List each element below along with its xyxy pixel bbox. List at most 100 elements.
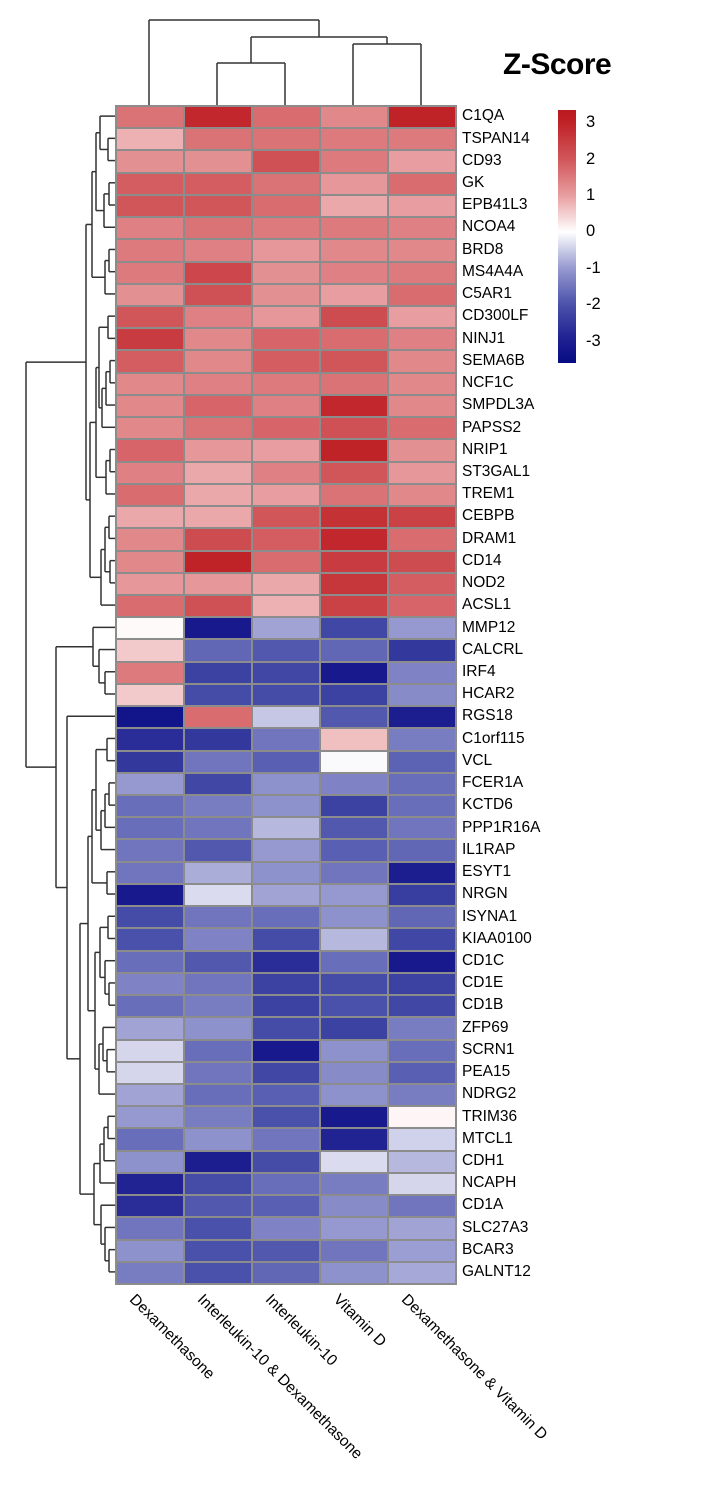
- heatmap-cell: [320, 128, 388, 150]
- heatmap-cell: [116, 106, 184, 128]
- row-label: GK: [462, 172, 484, 194]
- heatmap-cell: [252, 1262, 320, 1284]
- heatmap-cell: [116, 528, 184, 550]
- heatmap-cell: [388, 1217, 456, 1239]
- colorbar-tick-label: 2: [586, 149, 626, 169]
- heatmap-cell: [184, 839, 252, 861]
- heatmap-cell: [184, 262, 252, 284]
- heatmap-cell: [252, 617, 320, 639]
- heatmap-cell: [116, 417, 184, 439]
- row-label: CD93: [462, 149, 502, 171]
- heatmap-cell: [116, 684, 184, 706]
- row-label: CD14: [462, 550, 502, 572]
- heatmap-cell: [388, 150, 456, 172]
- heatmap-cell: [320, 506, 388, 528]
- row-label: MMP12: [462, 616, 515, 638]
- row-label: KIAA0100: [462, 927, 532, 949]
- heatmap-cell: [184, 1040, 252, 1062]
- heatmap-cell: [320, 1262, 388, 1284]
- row-label: TREM1: [462, 483, 515, 505]
- row-label: CD1E: [462, 972, 503, 994]
- heatmap-cell: [184, 751, 252, 773]
- colorbar-tick-label: 3: [586, 113, 626, 133]
- heatmap-cell: [116, 195, 184, 217]
- heatmap-cell: [320, 817, 388, 839]
- row-label: NOD2: [462, 572, 505, 594]
- heatmap-cell: [320, 884, 388, 906]
- row-label: C5AR1: [462, 283, 512, 305]
- row-label: NCOA4: [462, 216, 515, 238]
- heatmap-cell: [252, 395, 320, 417]
- heatmap-cell: [184, 150, 252, 172]
- heatmap-cell: [320, 262, 388, 284]
- heatmap-cell: [320, 1128, 388, 1150]
- heatmap-cell: [320, 751, 388, 773]
- heatmap-cell: [116, 239, 184, 261]
- row-label: CALCRL: [462, 638, 523, 660]
- heatmap-cell: [252, 439, 320, 461]
- row-label: ISYNA1: [462, 905, 517, 927]
- heatmap-cell: [320, 1151, 388, 1173]
- heatmap-cell: [184, 462, 252, 484]
- heatmap-cell: [320, 106, 388, 128]
- colorbar-tick-label: 1: [586, 186, 626, 206]
- row-label: ESYT1: [462, 861, 511, 883]
- heatmap-cell: [184, 928, 252, 950]
- heatmap-cell: [388, 528, 456, 550]
- heatmap-cell: [252, 150, 320, 172]
- row-label: MS4A4A: [462, 261, 523, 283]
- heatmap-cell: [388, 328, 456, 350]
- heatmap-cell: [320, 639, 388, 661]
- row-label: C1orf115: [462, 727, 525, 749]
- heatmap-cell: [252, 862, 320, 884]
- row-label: TRIM36: [462, 1105, 517, 1127]
- heatmap-cell: [116, 1195, 184, 1217]
- heatmap-cell: [252, 1106, 320, 1128]
- heatmap-cell: [252, 284, 320, 306]
- heatmap-cell: [116, 1173, 184, 1195]
- heatmap-cell: [388, 1262, 456, 1284]
- heatmap-cell: [252, 462, 320, 484]
- heatmap-cell: [388, 906, 456, 928]
- heatmap-cell: [184, 350, 252, 372]
- heatmap-cell: [116, 462, 184, 484]
- heatmap-cell: [116, 1040, 184, 1062]
- heatmap-cell: [388, 262, 456, 284]
- heatmap-cell: [388, 106, 456, 128]
- heatmap-cell: [252, 1062, 320, 1084]
- heatmap-cell: [116, 995, 184, 1017]
- heatmap-cell: [388, 484, 456, 506]
- colorbar-tick-label: 0: [586, 222, 626, 242]
- heatmap-cell: [252, 906, 320, 928]
- heatmap-cell: [388, 1084, 456, 1106]
- heatmap-cell: [320, 573, 388, 595]
- heatmap-cell: [116, 728, 184, 750]
- row-label: SCRN1: [462, 1039, 515, 1061]
- heatmap-cell: [184, 1195, 252, 1217]
- heatmap-cell: [320, 1217, 388, 1239]
- heatmap-cell: [388, 217, 456, 239]
- row-label: NCF1C: [462, 372, 514, 394]
- heatmap-cell: [184, 706, 252, 728]
- heatmap-cell: [320, 795, 388, 817]
- heatmap-cell: [184, 551, 252, 573]
- heatmap-cell: [388, 439, 456, 461]
- heatmap-cell: [252, 595, 320, 617]
- heatmap-cell: [116, 1084, 184, 1106]
- row-label: IRF4: [462, 661, 496, 683]
- heatmap-cell: [252, 306, 320, 328]
- row-label: KCTD6: [462, 794, 513, 816]
- heatmap-cell: [252, 506, 320, 528]
- heatmap-cell: [320, 306, 388, 328]
- heatmap-cell: [320, 862, 388, 884]
- heatmap-cell: [184, 373, 252, 395]
- row-label: NCAPH: [462, 1172, 516, 1194]
- heatmap-cell: [388, 928, 456, 950]
- heatmap-cell: [320, 1062, 388, 1084]
- heatmap-cell: [320, 462, 388, 484]
- heatmap-cell: [184, 684, 252, 706]
- row-dendrogram: [26, 116, 115, 1272]
- row-label: BRD8: [462, 238, 503, 260]
- heatmap-cell: [116, 862, 184, 884]
- heatmap-cell: [320, 995, 388, 1017]
